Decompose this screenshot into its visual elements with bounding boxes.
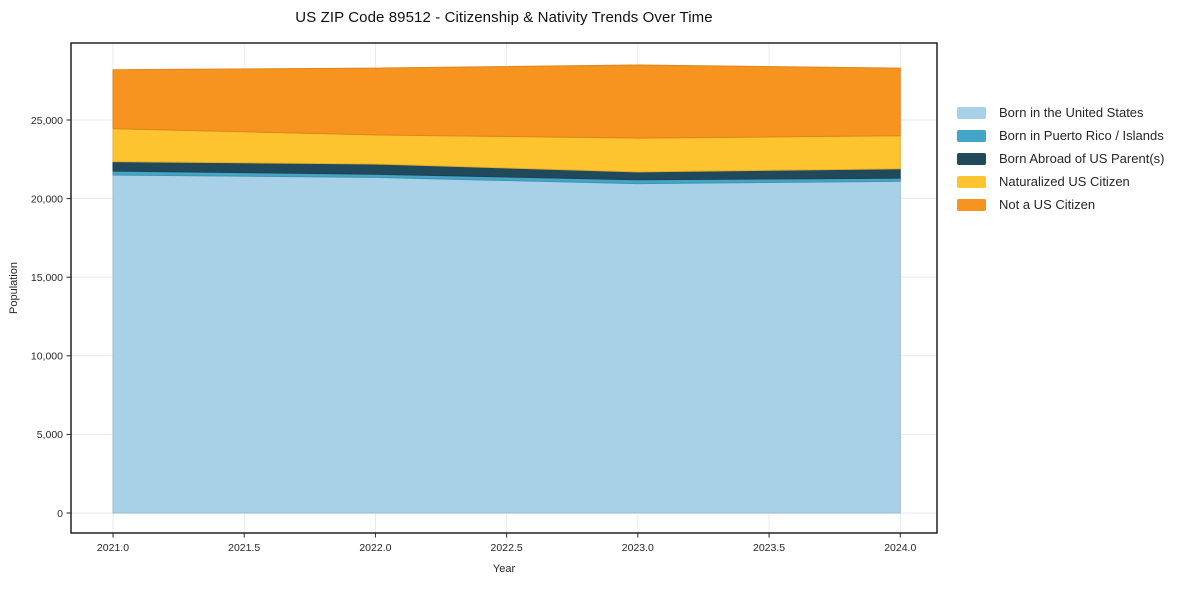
- area-born-in-the-united-states: [112, 174, 901, 514]
- axis-ticks: [66, 119, 901, 538]
- plot-border: [70, 42, 938, 534]
- legend-swatch: [957, 130, 986, 142]
- legend-swatch: [957, 153, 986, 165]
- tick-labels: 2021.0 2021.5 2022.0 2022.5 2023.0 2023.5 2024…: [31, 115, 917, 554]
- legend-label: Born in Puerto Rico / Islands: [999, 128, 1164, 143]
- legend-label: Born Abroad of US Parent(s): [999, 151, 1165, 166]
- legend-item: Born Abroad of US Parent(s): [957, 151, 1165, 166]
- x-tick-label: 2021.5: [228, 542, 260, 554]
- legend-swatch: [957, 199, 986, 211]
- x-tick-label: 2023.5: [753, 542, 785, 554]
- stacked-areas: [112, 64, 901, 514]
- chart-title: US ZIP Code 89512 - Citizenship & Nativi…: [295, 9, 713, 26]
- y-tick-label: 15,000: [31, 272, 63, 284]
- x-tick-label: 2023.0: [622, 542, 654, 554]
- x-tick-label: 2022.5: [491, 542, 523, 554]
- y-tick-label: 0: [57, 508, 63, 520]
- x-axis-label: Year: [493, 563, 516, 575]
- area-not-a-us-citizen: [112, 64, 901, 139]
- legend-item: Born in Puerto Rico / Islands: [957, 128, 1164, 143]
- legend-label: Naturalized US Citizen: [999, 174, 1130, 189]
- y-tick-label: 25,000: [31, 115, 63, 127]
- legend-item: Naturalized US Citizen: [957, 174, 1164, 189]
- y-tick-label: 5,000: [37, 429, 63, 441]
- legend-swatch: [957, 176, 986, 188]
- legend: Born in the United States Born in Puerto …: [957, 105, 1165, 212]
- legend-item: Born in the United States: [957, 105, 1164, 120]
- legend-label: Born in the United States: [999, 105, 1144, 120]
- x-tick-label: 2021.0: [97, 542, 129, 554]
- legend-swatch: [957, 107, 986, 119]
- x-tick-label: 2022.0: [359, 542, 391, 554]
- legend-label: Not a US Citizen: [999, 197, 1096, 212]
- y-tick-label: 10,000: [31, 351, 63, 363]
- y-axis-label: Population: [8, 262, 20, 314]
- y-tick-label: 20,000: [31, 193, 63, 205]
- legend-item: Not a US Citizen: [957, 197, 1164, 212]
- x-tick-label: 2024.0: [884, 542, 916, 554]
